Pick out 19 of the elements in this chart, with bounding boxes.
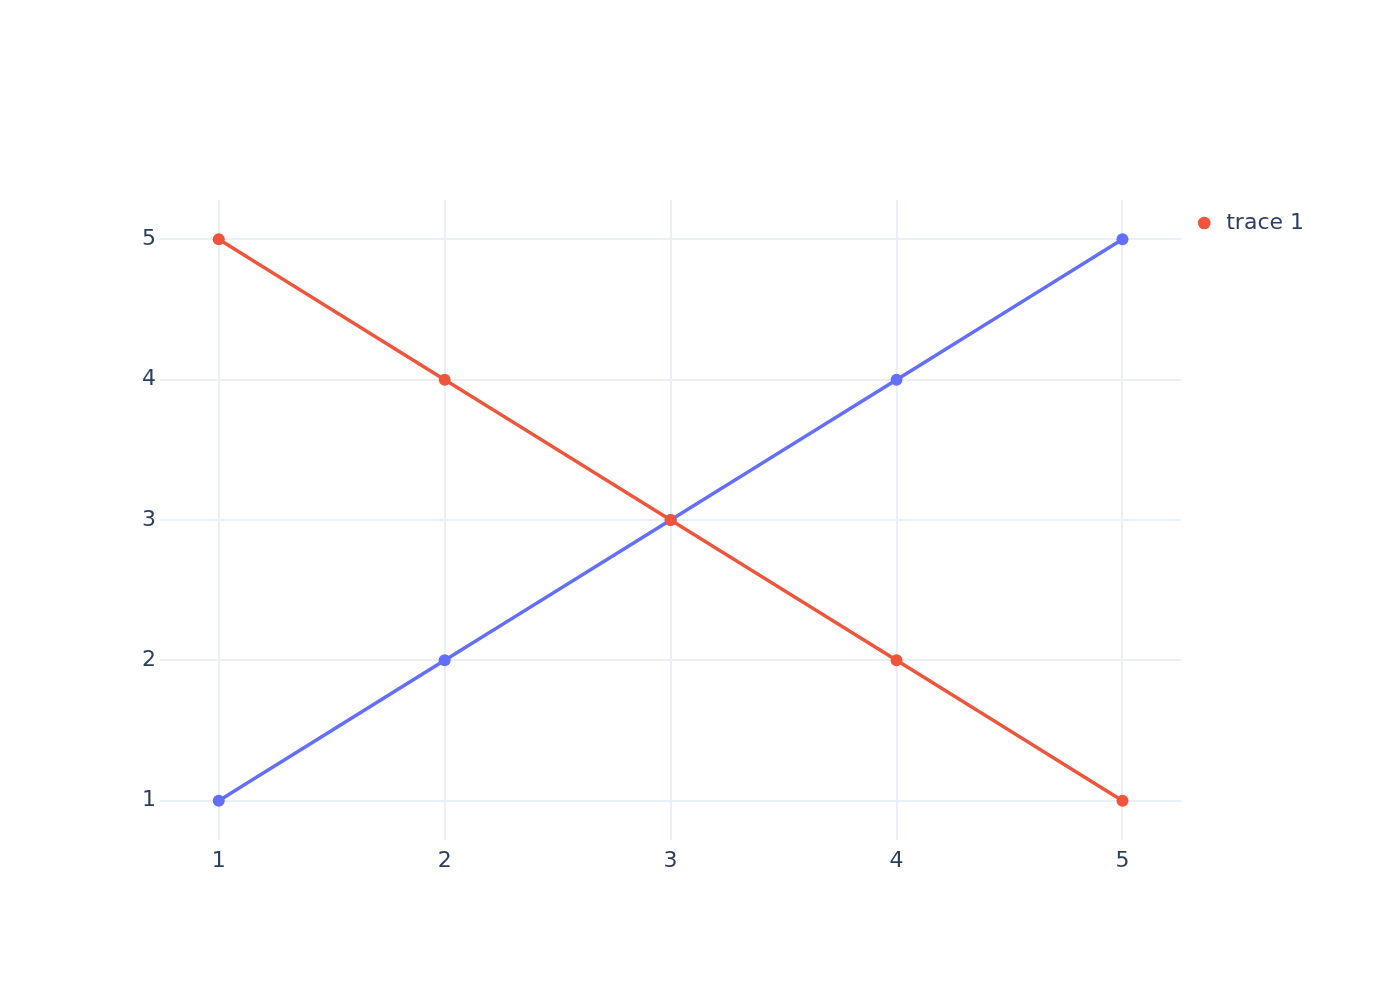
x-tick-label: 1 [211,846,226,872]
y-tick-label: 3 [142,505,156,531]
legend-label: trace 1 [1226,208,1305,234]
y-tick-label: 2 [142,646,156,672]
point [890,373,903,386]
point [212,794,225,807]
point [890,654,903,667]
x-tick-label: 4 [889,846,904,872]
x-tick-label: 2 [437,846,452,872]
y-tick-label: 5 [142,225,156,251]
y-tick-label: 1 [142,786,156,812]
point [1116,233,1129,246]
y-tick-label: 4 [142,365,156,391]
point [438,373,451,386]
point [1116,794,1129,807]
x-tick-label: 5 [1115,846,1130,872]
point [438,654,451,667]
point [212,233,225,246]
x-tick-label: 3 [663,846,678,872]
